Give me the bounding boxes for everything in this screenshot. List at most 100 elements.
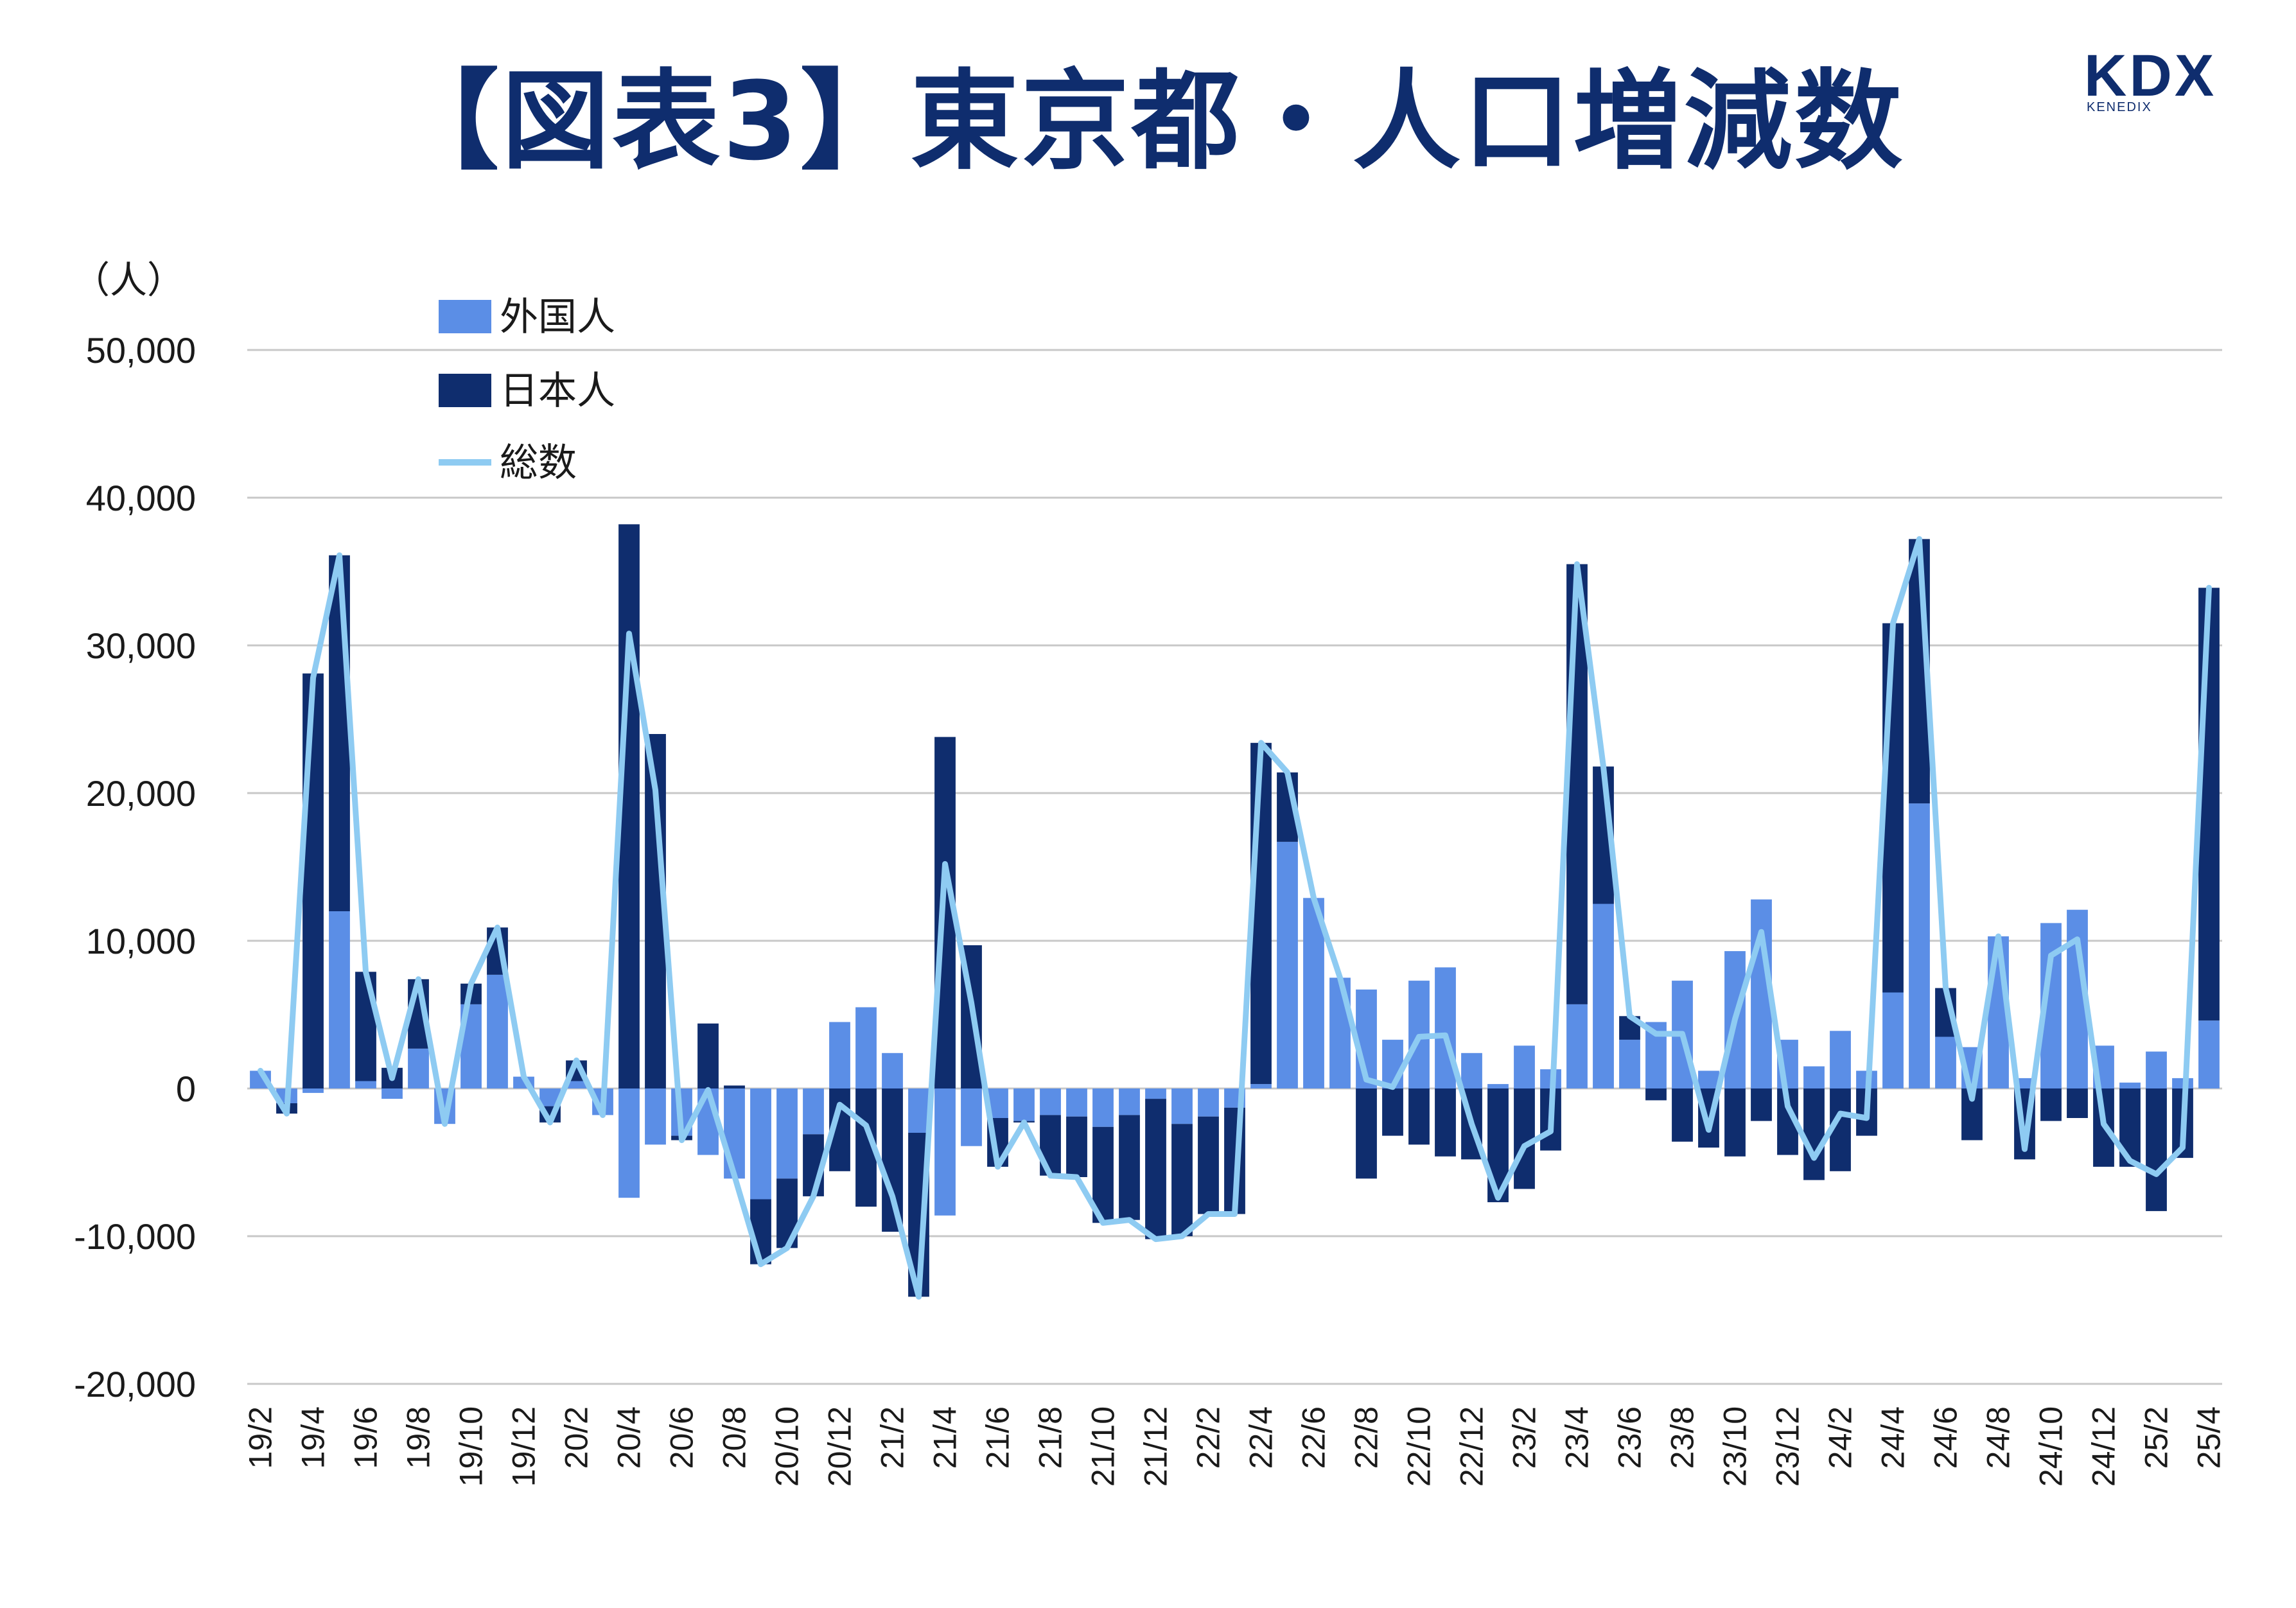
bar-foreign (1198, 1088, 1219, 1117)
x-axis-ticks: 19/2 19/4 19/6 19/8 19/10 19/12 20/2 20/4 20/6 20… (243, 1406, 2227, 1487)
bar-japanese (2146, 1088, 2167, 1211)
bar-foreign (1119, 1088, 1140, 1115)
bar-foreign (1092, 1088, 1114, 1127)
x-tick-label: 21/2 (875, 1406, 911, 1469)
bar-japanese (1171, 1124, 1193, 1236)
x-tick-label: 22/8 (1349, 1406, 1385, 1469)
bar-foreign (908, 1088, 929, 1133)
x-tick-label: 22/4 (1243, 1406, 1279, 1469)
legend-label-japanese: 日本人 (500, 369, 615, 414)
x-tick-label: 20/8 (717, 1406, 753, 1469)
bar-foreign (1803, 1066, 1825, 1088)
bar-foreign (1303, 898, 1324, 1088)
bar-foreign (1593, 904, 1614, 1088)
x-tick-label: 20/2 (559, 1406, 595, 1469)
page-title: 【図表3】東京都・人口増減数 (391, 58, 1905, 184)
bar-japanese (1119, 1115, 1140, 1220)
logo-wordmark: KDX (2084, 43, 2217, 109)
legend-swatch-japanese (439, 374, 491, 407)
bar-foreign (355, 1081, 376, 1088)
bar-foreign (1040, 1088, 1061, 1115)
bar-foreign (2119, 1082, 2141, 1088)
x-tick-label: 22/2 (1191, 1406, 1227, 1469)
x-tick-label: 19/6 (348, 1406, 384, 1469)
bar-foreign (882, 1053, 903, 1088)
x-tick-label: 20/12 (822, 1406, 858, 1487)
bar-foreign (1935, 1036, 1956, 1088)
x-tick-label: 19/2 (243, 1406, 279, 1469)
bar-foreign (961, 1088, 982, 1146)
x-tick-label: 19/10 (453, 1406, 489, 1487)
bar-foreign (618, 1088, 640, 1198)
x-tick-label: 24/4 (1875, 1406, 1911, 1469)
bar-japanese (882, 1088, 903, 1232)
y-tick-label: 0 (176, 1069, 196, 1109)
x-tick-label: 19/12 (506, 1406, 542, 1487)
bar-foreign (1566, 1004, 1588, 1088)
legend: 外国人 日本人 総数 (439, 295, 615, 485)
legend-swatch-foreign (439, 300, 491, 333)
x-tick-label: 23/8 (1665, 1406, 1701, 1469)
bar-japanese (302, 673, 324, 1088)
bar-foreign (1250, 1084, 1272, 1088)
x-tick-label: 19/4 (295, 1406, 331, 1469)
bar-japanese (1435, 1088, 1456, 1157)
y-tick-label: 40,000 (86, 478, 196, 518)
bar-foreign (1909, 803, 1930, 1088)
bar-foreign (329, 911, 350, 1088)
total-line-layer (258, 536, 2212, 1300)
x-tick-label: 24/8 (1981, 1406, 2017, 1469)
bar-foreign (1329, 977, 1351, 1088)
bar-japanese (1803, 1088, 1825, 1180)
bar-foreign (803, 1088, 824, 1135)
bar-foreign (1514, 1045, 1535, 1088)
bar-japanese (1514, 1088, 1535, 1189)
x-tick-label: 22/10 (1401, 1406, 1437, 1487)
x-tick-label: 20/10 (769, 1406, 805, 1487)
x-tick-label: 21/12 (1138, 1406, 1174, 1487)
bar-japanese (697, 1023, 719, 1088)
y-tick-label: -20,000 (74, 1364, 196, 1404)
legend-label-total: 総数 (500, 441, 577, 485)
y-tick-label: 30,000 (86, 625, 196, 666)
x-tick-label: 21/8 (1033, 1406, 1069, 1469)
x-tick-label: 21/4 (927, 1406, 963, 1469)
bar-foreign (1461, 1053, 1482, 1088)
bar-foreign (645, 1088, 666, 1145)
bar-foreign (1435, 967, 1456, 1088)
bar-japanese (1672, 1088, 1693, 1142)
x-tick-label: 23/4 (1559, 1406, 1595, 1469)
bar-foreign (1382, 1040, 1403, 1088)
x-tick-label: 25/4 (2191, 1406, 2227, 1469)
brand-logo: KDX KENEDIX (2084, 43, 2241, 114)
bar-japanese (1645, 1088, 1667, 1101)
bar-foreign (1013, 1088, 1035, 1121)
bar-foreign (855, 1007, 877, 1088)
y-tick-label: -10,000 (74, 1216, 196, 1257)
x-tick-label: 19/8 (401, 1406, 437, 1469)
bar-foreign (2146, 1051, 2167, 1088)
bar-foreign (1882, 992, 1904, 1088)
x-tick-label: 20/6 (664, 1406, 700, 1469)
x-tick-label: 21/6 (980, 1406, 1016, 1469)
bar-foreign (750, 1088, 771, 1200)
bar-japanese (1408, 1088, 1430, 1145)
bar-foreign (829, 1022, 850, 1088)
bar-foreign (724, 1088, 745, 1179)
x-tick-label: 22/6 (1296, 1406, 1332, 1469)
bar-foreign (1277, 841, 1298, 1088)
bar-foreign (934, 1088, 956, 1216)
bar-foreign (566, 1081, 587, 1088)
bar-foreign (381, 1088, 403, 1099)
y-axis-ticks: 50,000 40,000 30,000 20,000 10,000 0 -10,000 -2… (74, 330, 196, 1404)
bar-foreign (1171, 1088, 1193, 1124)
y-axis-unit-label: （人） (73, 258, 184, 302)
bar-japanese (1751, 1088, 1772, 1121)
bar-japanese (724, 1085, 745, 1088)
bar-foreign (1487, 1084, 1509, 1088)
bar-japanese (2040, 1088, 2062, 1121)
x-tick-label: 24/10 (2033, 1406, 2069, 1487)
bar-japanese (1724, 1088, 1746, 1157)
legend-label-foreign: 外国人 (500, 295, 615, 340)
